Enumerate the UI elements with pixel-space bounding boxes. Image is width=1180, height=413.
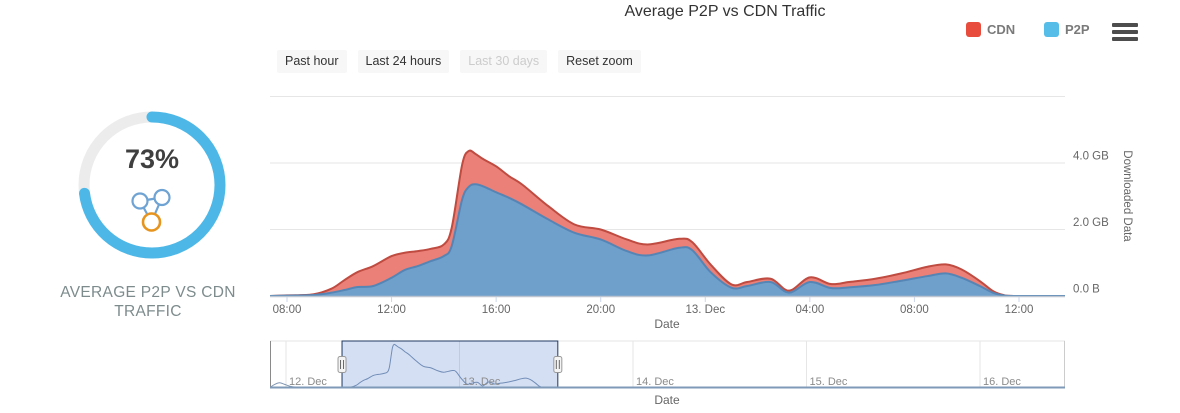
x-axis-label: 12:00 bbox=[377, 304, 406, 316]
x-axis-title: Date bbox=[654, 317, 680, 331]
range-button-last-24-hours[interactable]: Last 24 hours bbox=[357, 50, 450, 73]
y-axis-label: 0.0 B bbox=[1073, 284, 1100, 296]
range-button-reset-zoom[interactable]: Reset zoom bbox=[558, 50, 641, 73]
kpi-donut bbox=[78, 111, 226, 259]
y-axis-label: 2.0 GB bbox=[1073, 217, 1109, 229]
cdn-swatch-icon bbox=[966, 22, 981, 37]
legend-item-cdn[interactable]: CDN bbox=[966, 22, 1015, 37]
legend-label-cdn: CDN bbox=[987, 22, 1016, 37]
chart-title: Average P2P vs CDN Traffic bbox=[624, 3, 826, 20]
hamburger-menu-icon[interactable] bbox=[1112, 23, 1138, 41]
range-buttons: Past hour Last 24 hours Last 30 days Reset … bbox=[277, 50, 641, 73]
p2p-line bbox=[270, 183, 1065, 296]
navigator-axis-label: 12. Dec bbox=[289, 376, 327, 388]
p2p-swatch-icon bbox=[1044, 22, 1059, 37]
navigator-handle-left[interactable] bbox=[337, 356, 347, 373]
range-button-last-30-days[interactable]: Last 30 days bbox=[460, 50, 548, 73]
navigator-axis-label: 15. Dec bbox=[810, 376, 848, 388]
legend-item-p2p[interactable]: P2P bbox=[1044, 22, 1090, 37]
x-axis-label: 12:00 bbox=[1005, 304, 1034, 316]
range-button-past-hour[interactable]: Past hour bbox=[277, 50, 347, 73]
x-axis-label: 13. Dec bbox=[685, 304, 725, 316]
x-axis-label: 16:00 bbox=[482, 304, 511, 316]
x-axis-label: 08:00 bbox=[900, 304, 929, 316]
x-axis-label: 04:00 bbox=[795, 304, 824, 316]
navigator-selected-range[interactable] bbox=[341, 340, 559, 389]
donut-progress bbox=[78, 111, 226, 259]
kpi-caption: AVERAGE P2P VS CDN TRAFFIC bbox=[60, 284, 236, 320]
cdn-line bbox=[270, 149, 1065, 296]
y-axis-label: 4.0 GB bbox=[1073, 151, 1109, 163]
navigator-axis-label: 16. Dec bbox=[983, 376, 1021, 388]
legend-label-p2p: P2P bbox=[1065, 22, 1090, 37]
x-axis-label: 20:00 bbox=[586, 304, 615, 316]
p2p-area-series[interactable] bbox=[270, 184, 1065, 296]
navigator-axis-label: 14. Dec bbox=[636, 376, 674, 388]
navigator-axis-label: 13. Dec bbox=[463, 376, 501, 388]
navigator-axis-title: Date bbox=[654, 393, 680, 407]
x-axis-label: 08:00 bbox=[273, 304, 302, 316]
p2p-network-icon bbox=[131, 188, 171, 232]
kpi-percent: 73% bbox=[124, 144, 180, 174]
navigator-handle-right[interactable] bbox=[553, 356, 563, 373]
y-axis-title: Downloaded Data bbox=[1121, 150, 1133, 242]
